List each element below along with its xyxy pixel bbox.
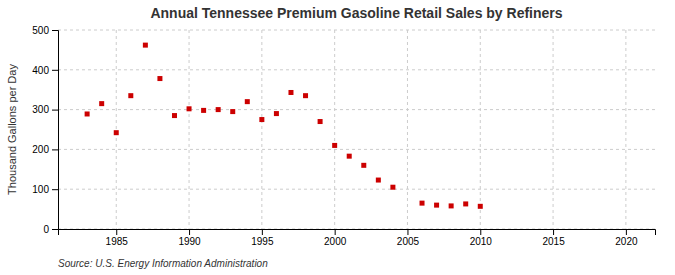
point xyxy=(172,113,177,118)
y-axis-line xyxy=(52,31,59,230)
x-axis-tick: 2015 xyxy=(542,229,565,247)
point xyxy=(201,108,206,113)
chart: 1985 1990 1995 2000 2005 2010 2015 2020 0 100 200 3… xyxy=(0,0,675,275)
point xyxy=(128,93,133,98)
x-axis-tick-mark xyxy=(480,229,481,235)
point xyxy=(420,201,425,206)
y-axis-tick: 100 xyxy=(32,184,58,195)
grid-line-x xyxy=(261,30,262,229)
x-axis: 1985 1990 1995 2000 2005 2010 2015 2020 xyxy=(59,229,656,247)
x-axis-tick-label: 1985 xyxy=(106,236,129,247)
plot-area: 1985 1990 1995 2000 2005 2010 2015 2020 0 100 200 3… xyxy=(32,25,655,247)
grid-line-x xyxy=(553,30,554,229)
y-axis-tick-label: 400 xyxy=(32,65,49,76)
point xyxy=(376,178,381,183)
x-axis-tick-label: 2020 xyxy=(615,236,638,247)
x-axis-tick: 2005 xyxy=(397,229,420,247)
x-axis-tick: 2020 xyxy=(615,229,638,247)
x-axis-tick-label: 2015 xyxy=(542,236,565,247)
grid-line-y xyxy=(58,30,655,31)
y-axis-tick-mark xyxy=(52,189,58,190)
y-axis-title: Thousand Gallons per Day xyxy=(6,64,18,195)
point xyxy=(463,201,468,206)
x-axis-tick-mark xyxy=(189,229,190,235)
x-axis-tick-mark xyxy=(116,229,117,235)
y-axis-tick: 400 xyxy=(32,65,58,76)
x-axis-tick-label: 2000 xyxy=(324,236,347,247)
title: Annual Tennessee Premium Gasoline Retail… xyxy=(150,5,562,21)
grid-line-x xyxy=(334,30,335,229)
y-axis-tick-label: 300 xyxy=(32,104,49,115)
x-axis-tick: 2010 xyxy=(470,229,493,247)
x-axis-tick-label: 2005 xyxy=(397,236,420,247)
x-axis-line xyxy=(59,230,656,236)
y-axis-tick-mark xyxy=(52,229,58,230)
point xyxy=(245,99,250,104)
points xyxy=(85,43,483,209)
point xyxy=(216,107,221,112)
y-axis-tick: 200 xyxy=(32,144,58,155)
y-axis-tick-mark xyxy=(52,149,58,150)
point xyxy=(303,93,308,98)
point xyxy=(318,119,323,124)
x-axis-tick-label: 2010 xyxy=(470,236,493,247)
grid-line-y xyxy=(58,69,655,70)
source-note: Source: U.S. Energy Information Administ… xyxy=(58,258,268,269)
x-axis-tick-mark xyxy=(262,229,263,235)
grid-line-x xyxy=(116,30,117,229)
x-axis-tick: 1990 xyxy=(178,229,201,247)
point xyxy=(85,111,90,116)
point xyxy=(274,111,279,116)
grid-line-x xyxy=(189,30,190,229)
point xyxy=(332,143,337,148)
y-axis-tick-label: 100 xyxy=(32,184,49,195)
grid xyxy=(58,30,655,229)
point xyxy=(157,76,162,81)
point xyxy=(99,101,104,106)
grid-line-x xyxy=(625,30,626,229)
y-axis-tick-label: 200 xyxy=(32,144,49,155)
y-axis-tick-label: 0 xyxy=(43,224,49,235)
y-axis-tick: 500 xyxy=(32,25,58,36)
point xyxy=(347,154,352,159)
grid-line-x xyxy=(407,30,408,229)
point xyxy=(390,185,395,190)
grid-line-y xyxy=(58,109,655,110)
x-axis-tick-label: 1995 xyxy=(251,236,274,247)
y-axis-tick-mark xyxy=(52,30,58,31)
x-axis-tick-mark xyxy=(626,229,627,235)
point xyxy=(434,203,439,208)
y-axis-tick-mark xyxy=(52,110,58,111)
point xyxy=(114,130,119,135)
point xyxy=(187,106,192,111)
y-axis-tick: 0 xyxy=(43,224,58,235)
point xyxy=(478,204,483,209)
x-axis-tick: 1985 xyxy=(106,229,129,247)
point xyxy=(288,90,293,95)
x-axis-tick-mark xyxy=(335,229,336,235)
x-axis-tick-label: 1990 xyxy=(178,236,201,247)
point xyxy=(259,117,264,122)
grid-line-y xyxy=(58,189,655,190)
y-axis-tick-mark xyxy=(52,70,58,71)
y-axis-tick: 300 xyxy=(32,104,58,115)
x-axis-tick-mark xyxy=(407,229,408,235)
x-axis-tick: 1995 xyxy=(251,229,274,247)
x-axis-tick-mark xyxy=(553,229,554,235)
y-axis-tick-label: 500 xyxy=(32,25,49,36)
y-axis: 0 100 200 300 400 500 xyxy=(32,25,58,235)
point xyxy=(361,163,366,168)
point xyxy=(143,43,148,48)
grid-line-y xyxy=(58,149,655,150)
x-axis-tick: 2000 xyxy=(324,229,347,247)
point xyxy=(449,203,454,208)
grid-line-x xyxy=(480,30,481,229)
point xyxy=(230,109,235,114)
